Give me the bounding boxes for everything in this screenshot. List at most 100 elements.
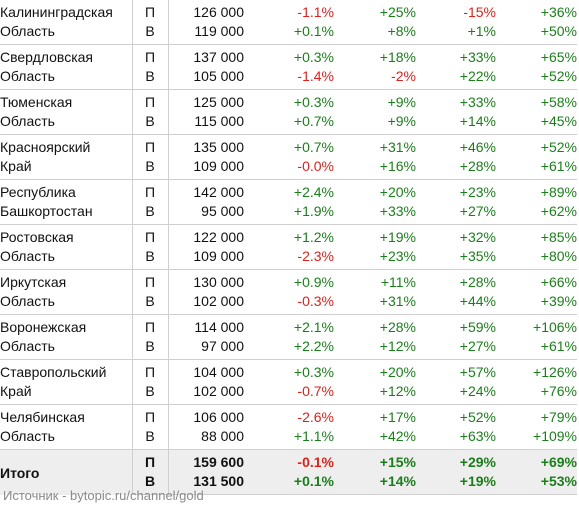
change-cell-1: +0.7% [244, 112, 334, 135]
change-cell-3: +27% [416, 337, 496, 360]
region-name: Воронежская [0, 314, 133, 337]
change-cell-1: +0.7% [293, 139, 334, 155]
change-cell-2: +11% [380, 274, 416, 290]
change-cell-1: +0.1% [244, 472, 334, 495]
region-name: Челябинская [0, 404, 133, 427]
type-cell: П [132, 89, 169, 112]
type-cell: П [132, 179, 169, 202]
region-name: Область [0, 67, 133, 90]
table-row: Красноярский П 135 000 +0.7% +31% +46% +52% [0, 134, 577, 157]
type-cell: П [132, 359, 169, 382]
change-cell-3: +28% [416, 157, 496, 180]
change-cell-2: +15% [334, 449, 416, 472]
price-cell: 114 000 [194, 319, 244, 335]
table-row: Область В 119 000 +0.1% +8% +1% +50% [0, 22, 577, 45]
change-cell-2: +18% [379, 49, 416, 65]
change-cell-1: +1.1% [244, 427, 334, 450]
table-row: Башкортостан В 95 000 +1.9% +33% +27% +62% [0, 202, 577, 225]
change-cell-2: +20% [379, 184, 416, 200]
price-cell: 102 000 [168, 382, 244, 405]
price-cell: 130 000 [193, 274, 244, 290]
change-cell-4: +52% [496, 67, 577, 90]
table-row: Область В 105 000 -1.4% -2% +22% +52% [0, 67, 577, 90]
change-cell-4: +36% [540, 4, 577, 20]
type-cell: П [132, 404, 169, 427]
table-row: Иркутская П 130 000 +0.9% +11% +28% +66% [0, 269, 577, 292]
type-cell: В [132, 292, 169, 315]
table-row: Область В 115 000 +0.7% +9% +14% +45% [0, 112, 577, 135]
change-cell-3: -15% [463, 4, 496, 20]
price-cell: 106 000 [193, 409, 244, 425]
table-row: Край В 102 000 -0.7% +12% +24% +76% [0, 382, 577, 405]
change-cell-4: +45% [496, 112, 577, 135]
change-cell-1: +0.3% [293, 364, 334, 380]
change-cell-3: +1% [416, 22, 496, 45]
price-cell: 97 000 [168, 337, 244, 360]
total-row: Итого П 159 600 -0.1% +15% +29% +69% [0, 449, 577, 495]
region-name: Красноярский [0, 134, 133, 157]
price-cell: 159 600 [168, 449, 244, 472]
price-cell: 125 000 [193, 94, 244, 110]
change-cell-2: +31% [379, 139, 416, 155]
change-cell-4: +79% [540, 409, 577, 425]
change-cell-4: +85% [540, 229, 577, 245]
total-row: В 131 500 +0.1% +14% +19% +53% [0, 472, 577, 495]
change-cell-1: +0.3% [293, 94, 334, 110]
price-cell: 109 000 [168, 157, 244, 180]
change-cell-4: +53% [496, 472, 577, 495]
type-cell: В [132, 337, 169, 360]
change-cell-2: +23% [334, 247, 416, 270]
type-cell: В [132, 22, 169, 45]
price-cell: 104 000 [193, 364, 244, 380]
change-cell-3: +19% [416, 472, 496, 495]
change-cell-2: +28% [379, 319, 416, 335]
change-cell-3: +33% [459, 49, 496, 65]
change-cell-3: +35% [416, 247, 496, 270]
change-cell-4: +61% [496, 157, 577, 180]
change-cell-3: +46% [459, 139, 496, 155]
region-name: Республика [0, 179, 133, 202]
type-cell: В [132, 157, 169, 180]
table-row: Край В 109 000 -0.0% +16% +28% +61% [0, 157, 577, 180]
price-cell: 115 000 [168, 112, 244, 135]
change-cell-1: -0.7% [244, 382, 334, 405]
type-cell: П [132, 0, 169, 22]
price-cell: 122 000 [193, 229, 244, 245]
price-cell: 109 000 [168, 247, 244, 270]
price-cell: 126 000 [193, 4, 244, 20]
region-name: Калининградская [0, 0, 133, 22]
change-cell-4: +50% [496, 22, 577, 45]
change-cell-3: +57% [459, 364, 496, 380]
table-row: Область В 88 000 +1.1% +42% +63% +109% [0, 427, 577, 450]
region-name: Край [0, 157, 133, 180]
change-cell-1: +2.1% [293, 319, 334, 335]
change-cell-1: +2.2% [244, 337, 334, 360]
type-cell: П [132, 134, 169, 157]
change-cell-3: +28% [459, 274, 496, 290]
change-cell-1: -0.3% [244, 292, 334, 315]
price-cell: 135 000 [193, 139, 244, 155]
type-cell: П [132, 224, 169, 247]
change-cell-2: +12% [334, 382, 416, 405]
table-row: Ставропольский П 104 000 +0.3% +20% +57% +126% [0, 359, 577, 382]
type-cell: П [132, 314, 169, 337]
change-cell-4: +89% [540, 184, 577, 200]
table-row: Свердловская П 137 000 +0.3% +18% +33% +65% [0, 44, 577, 67]
change-cell-2: +9% [387, 94, 416, 110]
price-cell: 131 500 [168, 472, 244, 495]
change-cell-1: +1.2% [293, 229, 334, 245]
change-cell-3: +33% [459, 94, 496, 110]
change-cell-4: +80% [496, 247, 577, 270]
price-cell: 95 000 [168, 202, 244, 225]
table-row: Область В 109 000 -2.3% +23% +35% +80% [0, 247, 577, 270]
change-cell-1: -1.4% [244, 67, 334, 90]
region-name: Область [0, 112, 133, 135]
region-name: Область [0, 292, 133, 315]
type-cell: П [132, 269, 169, 292]
change-cell-2: +8% [334, 22, 416, 45]
change-cell-2: +14% [334, 472, 416, 495]
table-row: Республика П 142 000 +2.4% +20% +23% +89% [0, 179, 577, 202]
change-cell-1: -2.3% [244, 247, 334, 270]
table-row: Область В 102 000 -0.3% +31% +44% +39% [0, 292, 577, 315]
